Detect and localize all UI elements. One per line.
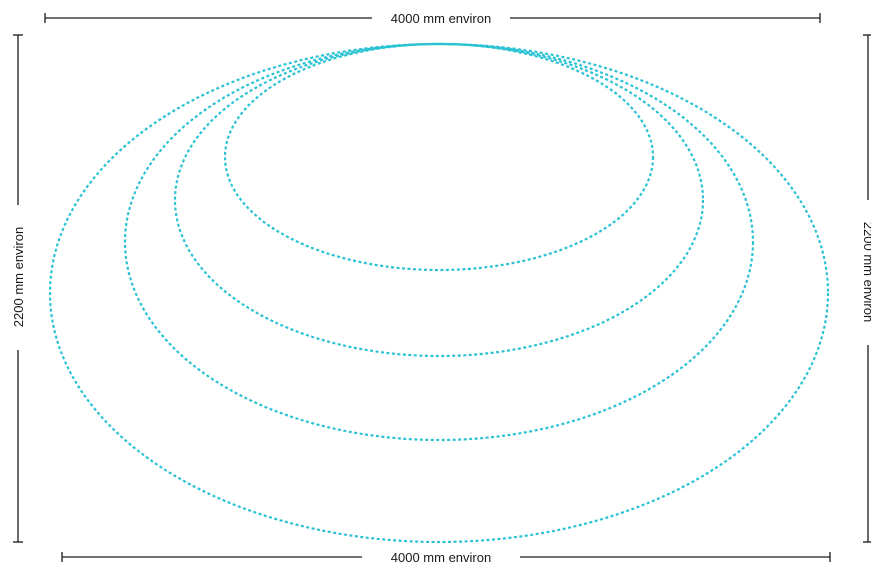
left-dimension: 2200 mm environ bbox=[11, 34, 26, 543]
right-dimension-label: 2200 mm environ bbox=[861, 222, 871, 322]
bottom-dimension: 4000 mm environ bbox=[61, 550, 831, 565]
bottom-dimension-label: 4000 mm environ bbox=[391, 550, 491, 565]
right-dimension: 2200 mm environ bbox=[861, 34, 871, 543]
top-dimension: 4000 mm environ bbox=[44, 11, 821, 26]
ring-outer bbox=[48, 42, 830, 544]
light-rings bbox=[48, 42, 830, 544]
ring-inner bbox=[223, 42, 655, 272]
ring-third bbox=[123, 42, 755, 442]
top-dimension-label: 4000 mm environ bbox=[391, 11, 491, 26]
ring-second bbox=[173, 42, 705, 358]
left-dimension-label: 2200 mm environ bbox=[11, 227, 26, 327]
